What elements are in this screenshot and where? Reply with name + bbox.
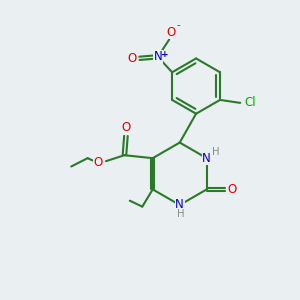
Text: O: O (228, 183, 237, 196)
Text: +: + (160, 50, 168, 59)
Text: O: O (128, 52, 136, 65)
Text: N: N (175, 199, 184, 212)
Text: O: O (166, 26, 175, 39)
Text: H: H (177, 209, 185, 220)
Text: O: O (94, 156, 103, 169)
Text: N: N (202, 152, 211, 165)
Text: -: - (176, 20, 180, 30)
Text: O: O (121, 121, 130, 134)
Text: Cl: Cl (244, 96, 256, 110)
Text: H: H (212, 147, 219, 157)
Text: N: N (154, 50, 162, 63)
